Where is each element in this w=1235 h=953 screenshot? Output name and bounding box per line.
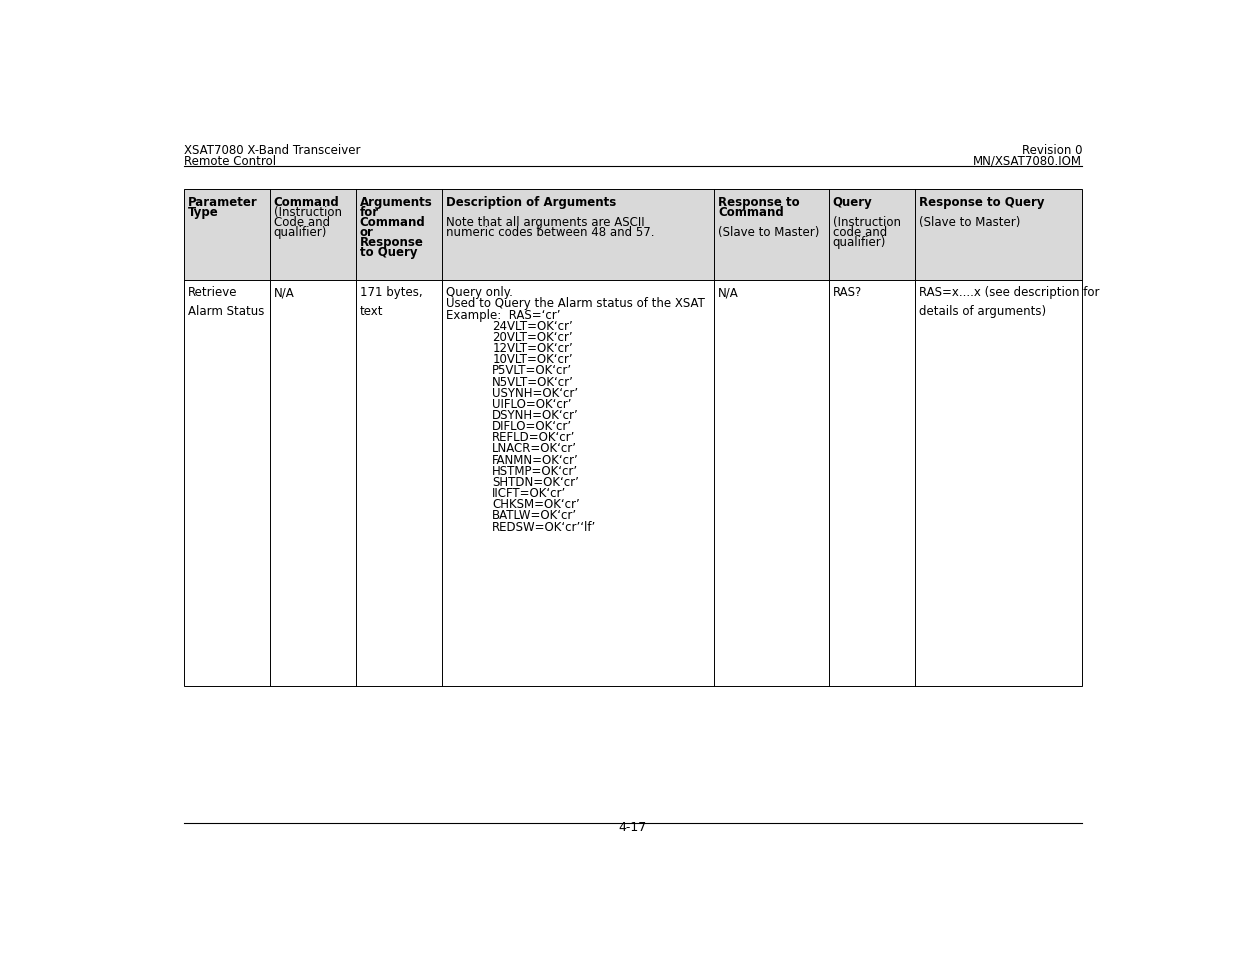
Text: Response to Query: Response to Query <box>919 196 1045 209</box>
Text: 10VLT=OK‘cr’: 10VLT=OK‘cr’ <box>493 353 573 366</box>
Text: N/A: N/A <box>718 286 739 299</box>
Text: Code and: Code and <box>274 216 330 229</box>
Text: USYNH=OK‘cr’: USYNH=OK‘cr’ <box>493 386 578 399</box>
Text: qualifier): qualifier) <box>274 226 327 239</box>
Text: Remote Control: Remote Control <box>184 154 275 168</box>
Text: qualifier): qualifier) <box>832 236 885 249</box>
Text: 12VLT=OK‘cr’: 12VLT=OK‘cr’ <box>493 342 573 355</box>
Text: RAS=x....x (see description for
details of arguments): RAS=x....x (see description for details … <box>919 286 1099 318</box>
Text: 24VLT=OK‘cr’: 24VLT=OK‘cr’ <box>493 319 573 333</box>
Text: Query: Query <box>832 196 872 209</box>
Text: N/A: N/A <box>274 286 294 299</box>
Text: IICFT=OK‘cr’: IICFT=OK‘cr’ <box>493 487 567 499</box>
Text: Note that all arguments are ASCII: Note that all arguments are ASCII <box>446 216 645 229</box>
Text: Description of Arguments: Description of Arguments <box>446 196 616 209</box>
Text: to Query: to Query <box>359 246 417 259</box>
Text: (Slave to Master): (Slave to Master) <box>718 226 819 239</box>
Text: code and: code and <box>832 226 887 239</box>
Text: Command: Command <box>359 216 425 229</box>
Text: (Instruction: (Instruction <box>832 216 900 229</box>
Text: UIFLO=OK‘cr’: UIFLO=OK‘cr’ <box>493 397 572 411</box>
Text: Parameter: Parameter <box>188 196 257 209</box>
Text: Used to Query the Alarm status of the XSAT: Used to Query the Alarm status of the XS… <box>446 297 705 310</box>
Text: Response to: Response to <box>718 196 799 209</box>
Text: Query only.: Query only. <box>446 286 513 299</box>
Text: Command: Command <box>718 206 784 219</box>
Text: MN/XSAT7080.IOM: MN/XSAT7080.IOM <box>973 154 1082 168</box>
Bar <box>184 190 1082 280</box>
Bar <box>184 190 1082 687</box>
Text: Command: Command <box>274 196 340 209</box>
Text: Retrieve
Alarm Status: Retrieve Alarm Status <box>188 286 264 318</box>
Text: P5VLT=OK‘cr’: P5VLT=OK‘cr’ <box>493 364 572 377</box>
Text: Arguments: Arguments <box>359 196 432 209</box>
Text: 4-17: 4-17 <box>619 820 647 833</box>
Text: SHTDN=OK‘cr’: SHTDN=OK‘cr’ <box>493 476 579 489</box>
Text: DIFLO=OK‘cr’: DIFLO=OK‘cr’ <box>493 419 572 433</box>
Text: 171 bytes,
text: 171 bytes, text <box>359 286 422 318</box>
Text: Revision 0: Revision 0 <box>1021 144 1082 156</box>
Text: for: for <box>359 206 379 219</box>
Text: Type: Type <box>188 206 219 219</box>
Text: HSTMP=OK‘cr’: HSTMP=OK‘cr’ <box>493 464 578 477</box>
Text: FANMN=OK‘cr’: FANMN=OK‘cr’ <box>493 454 579 466</box>
Text: (Slave to Master): (Slave to Master) <box>919 216 1020 229</box>
Text: N5VLT=OK‘cr’: N5VLT=OK‘cr’ <box>493 375 574 388</box>
Text: Example:  RAS=‘cr’: Example: RAS=‘cr’ <box>446 308 561 321</box>
Text: LNACR=OK‘cr’: LNACR=OK‘cr’ <box>493 442 577 455</box>
Text: 20VLT=OK‘cr’: 20VLT=OK‘cr’ <box>493 331 573 343</box>
Bar <box>184 280 1082 687</box>
Text: REDSW=OK‘cr’‘lf’: REDSW=OK‘cr’‘lf’ <box>493 520 597 533</box>
Text: XSAT7080 X-Band Transceiver: XSAT7080 X-Band Transceiver <box>184 144 361 156</box>
Text: RAS?: RAS? <box>832 286 862 299</box>
Text: numeric codes between 48 and 57.: numeric codes between 48 and 57. <box>446 226 655 239</box>
Text: DSYNH=OK‘cr’: DSYNH=OK‘cr’ <box>493 409 579 421</box>
Text: (Instruction: (Instruction <box>274 206 342 219</box>
Text: BATLW=OK‘cr’: BATLW=OK‘cr’ <box>493 509 577 522</box>
Text: CHKSM=OK‘cr’: CHKSM=OK‘cr’ <box>493 497 580 511</box>
Text: or: or <box>359 226 373 239</box>
Text: REFLD=OK‘cr’: REFLD=OK‘cr’ <box>493 431 576 444</box>
Text: Response: Response <box>359 236 424 249</box>
